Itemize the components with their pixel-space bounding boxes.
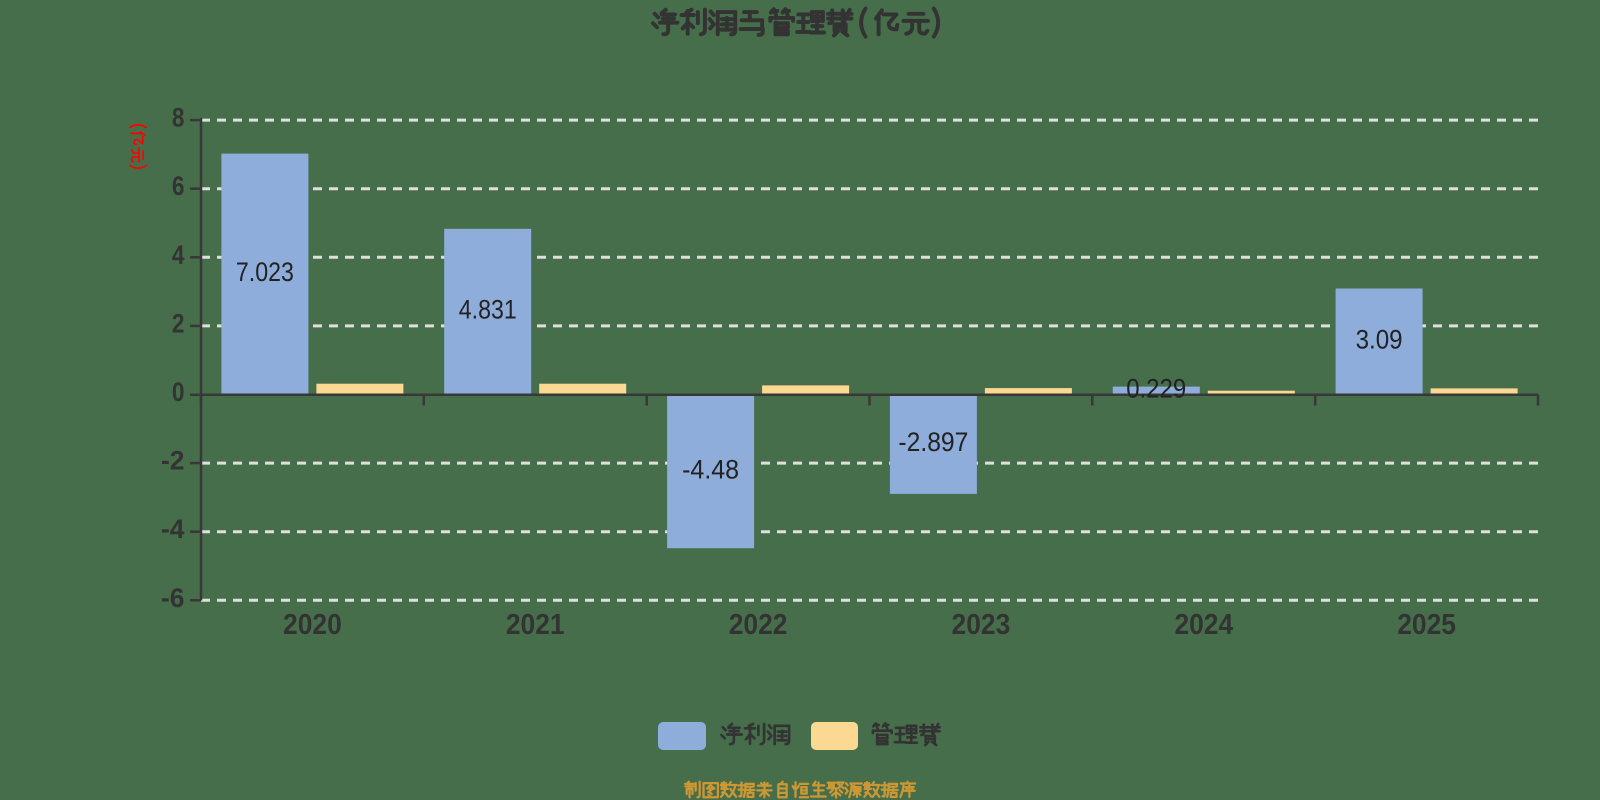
svg-text:2023: 2023 xyxy=(952,609,1011,641)
svg-text:6: 6 xyxy=(172,171,185,201)
svg-text:2: 2 xyxy=(172,308,185,338)
svg-text:4: 4 xyxy=(172,240,185,270)
svg-text:2021: 2021 xyxy=(506,609,565,641)
svg-text:2020: 2020 xyxy=(283,609,342,641)
svg-text:2024: 2024 xyxy=(1174,609,1233,641)
svg-text:3.09: 3.09 xyxy=(1356,325,1403,355)
svg-text:-4.48: -4.48 xyxy=(682,454,739,484)
svg-text:8: 8 xyxy=(172,103,185,133)
svg-text:-6: -6 xyxy=(161,583,185,613)
svg-text:0.229: 0.229 xyxy=(1126,374,1186,404)
svg-text:4.831: 4.831 xyxy=(459,295,517,325)
svg-text:0: 0 xyxy=(172,377,185,407)
svg-text:-2.897: -2.897 xyxy=(898,427,968,457)
svg-text:2025: 2025 xyxy=(1397,609,1456,641)
svg-text:-2: -2 xyxy=(161,446,185,476)
svg-text:7.023: 7.023 xyxy=(236,257,294,287)
svg-text:-4: -4 xyxy=(161,514,185,544)
svg-text:2022: 2022 xyxy=(729,609,788,641)
